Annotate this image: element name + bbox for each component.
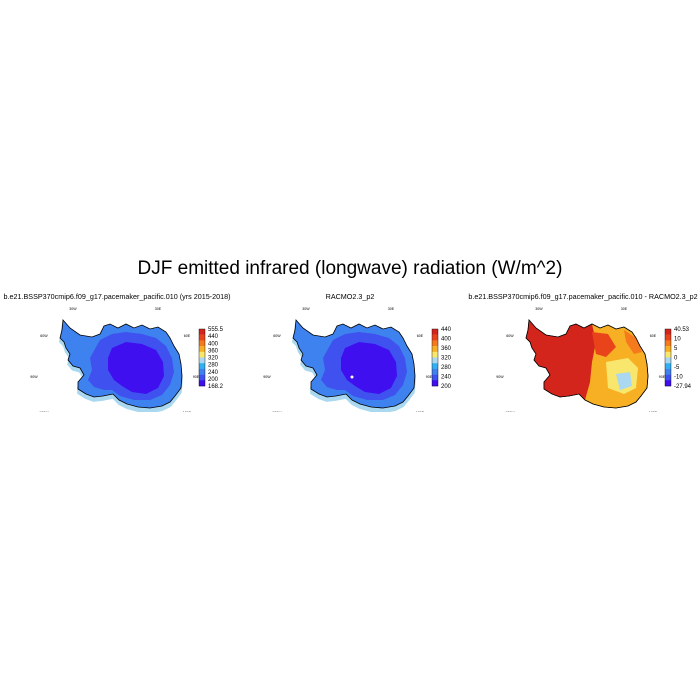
- colorbar-segment: [665, 380, 671, 387]
- longitude-label: 90E: [426, 375, 433, 379]
- colorbar-label: 440: [208, 334, 219, 340]
- colorbar-segment: [432, 334, 438, 341]
- colorbar-segment: [199, 363, 205, 370]
- colorbar-segment: [665, 357, 671, 364]
- longitude-label: 60W: [40, 334, 48, 338]
- colorbar-label: 40.53: [674, 327, 690, 333]
- map-svg: 30W30E60W60E90W90E120W120E150W150E180555…: [30, 307, 224, 412]
- colorbar-segment: [432, 368, 438, 375]
- longitude-label: 60W: [506, 334, 514, 338]
- longitude-label: 120W: [272, 411, 282, 412]
- longitude-label: 120W: [39, 411, 49, 412]
- longitude-label: 90W: [263, 375, 271, 379]
- longitude-label: 30E: [155, 307, 162, 311]
- colorbar: 40.53 10 5 0 -5 -10 -27.94: [664, 327, 692, 390]
- colorbar-segment: [665, 329, 671, 335]
- colorbar-label: 168.2: [208, 384, 224, 390]
- antarctica-map: [525, 319, 649, 409]
- colorbar-segment: [432, 329, 438, 335]
- figure-title: DJF emitted infrared (longwave) radiatio…: [137, 258, 563, 279]
- colorbar-label: -5: [674, 365, 680, 371]
- colorbar-segment: [665, 368, 671, 375]
- map-svg: 30W30E60W60E90W90E120W120E150W150E180440…: [263, 307, 452, 412]
- colorbar-label: 320: [441, 356, 452, 362]
- antarctica-map: [58, 319, 183, 412]
- colorbar-segment: [199, 334, 205, 341]
- longitude-label: 30E: [621, 307, 628, 311]
- colorbar-segment: [199, 357, 205, 364]
- colorbar-segment: [199, 368, 205, 375]
- colorbar-label: 280: [208, 363, 219, 369]
- colorbar-segment: [432, 374, 438, 381]
- colorbar: 440 400 360 320 280 240 200: [431, 327, 452, 390]
- colorbar-label: 280: [441, 365, 452, 371]
- colorbar-segment: [432, 340, 438, 347]
- colorbar-segment: [432, 346, 438, 352]
- colorbar-segment: [665, 363, 671, 370]
- longitude-label: 90E: [193, 375, 200, 379]
- longitude-label: 120W: [505, 411, 515, 412]
- antarctica-map: [291, 319, 416, 412]
- colorbar-segment: [199, 374, 205, 381]
- longitude-label: 30W: [535, 307, 543, 311]
- longitude-label: 90E: [659, 375, 666, 379]
- map-svg: 30W30E60W60E90W90E120W120E150W150E18040.…: [496, 307, 692, 412]
- colorbar-segment: [432, 351, 438, 358]
- map-panel-3: b.e21.BSSP370cmip6.f09_g17.pacemaker_pac…: [466, 292, 700, 412]
- colorbar-segment: [432, 380, 438, 387]
- colorbar-segment: [665, 340, 671, 347]
- colorbar-label: 200: [208, 377, 219, 383]
- colorbar-segment: [432, 357, 438, 364]
- longitude-label: 60W: [273, 334, 281, 338]
- colorbar-label: 440: [441, 327, 452, 333]
- longitude-label: 120E: [416, 411, 425, 412]
- colorbar-segment: [665, 351, 671, 358]
- colorbar-label: 5: [674, 346, 678, 352]
- longitude-label: 30W: [69, 307, 77, 311]
- panel-title: b.e21.BSSP370cmip6.f09_g17.pacemaker_pac…: [468, 292, 698, 301]
- longitude-label: 120E: [649, 411, 658, 412]
- colorbar-label: 555.5: [208, 327, 224, 333]
- colorbar-label: 240: [208, 370, 219, 376]
- colorbar-segment: [199, 380, 205, 387]
- colorbar-label: 400: [441, 337, 452, 343]
- longitude-label: 90W: [496, 375, 504, 379]
- longitude-label: 30E: [388, 307, 395, 311]
- longitude-label: 120E: [183, 411, 192, 412]
- colorbar-label: -10: [674, 375, 683, 381]
- panel-title: b.e21.BSSP370cmip6.f09_g17.pacemaker_pac…: [3, 292, 231, 301]
- colorbar-segment: [199, 346, 205, 352]
- map-panel-1: b.e21.BSSP370cmip6.f09_g17.pacemaker_pac…: [0, 292, 234, 412]
- colorbar-segment: [199, 329, 205, 335]
- colorbar-label: 0: [674, 356, 678, 362]
- longitude-label: 90W: [30, 375, 38, 379]
- colorbar-label: 400: [208, 341, 219, 347]
- colorbar-segment: [665, 346, 671, 352]
- colorbar-label: 360: [441, 346, 452, 352]
- colorbar-label: 360: [208, 348, 219, 354]
- colorbar-label: 320: [208, 356, 219, 362]
- longitude-label: 60E: [417, 334, 424, 338]
- colorbar-segment: [665, 374, 671, 381]
- colorbar-label: 200: [441, 384, 452, 390]
- longitude-label: 30W: [302, 307, 310, 311]
- map-panel-2: RACMO2.3_p2 30W30E60W60E90W90E120W120E15…: [233, 292, 467, 412]
- colorbar-segment: [199, 351, 205, 358]
- colorbar-label: 10: [674, 337, 681, 343]
- panel-title: RACMO2.3_p2: [325, 292, 375, 301]
- colorbar-label: 240: [441, 375, 452, 381]
- colorbar-segment: [665, 334, 671, 341]
- colorbar-label: -27.94: [674, 384, 692, 390]
- longitude-label: 60E: [650, 334, 657, 338]
- colorbar-segment: [199, 340, 205, 347]
- colorbar-segment: [432, 363, 438, 370]
- longitude-label: 60E: [184, 334, 191, 338]
